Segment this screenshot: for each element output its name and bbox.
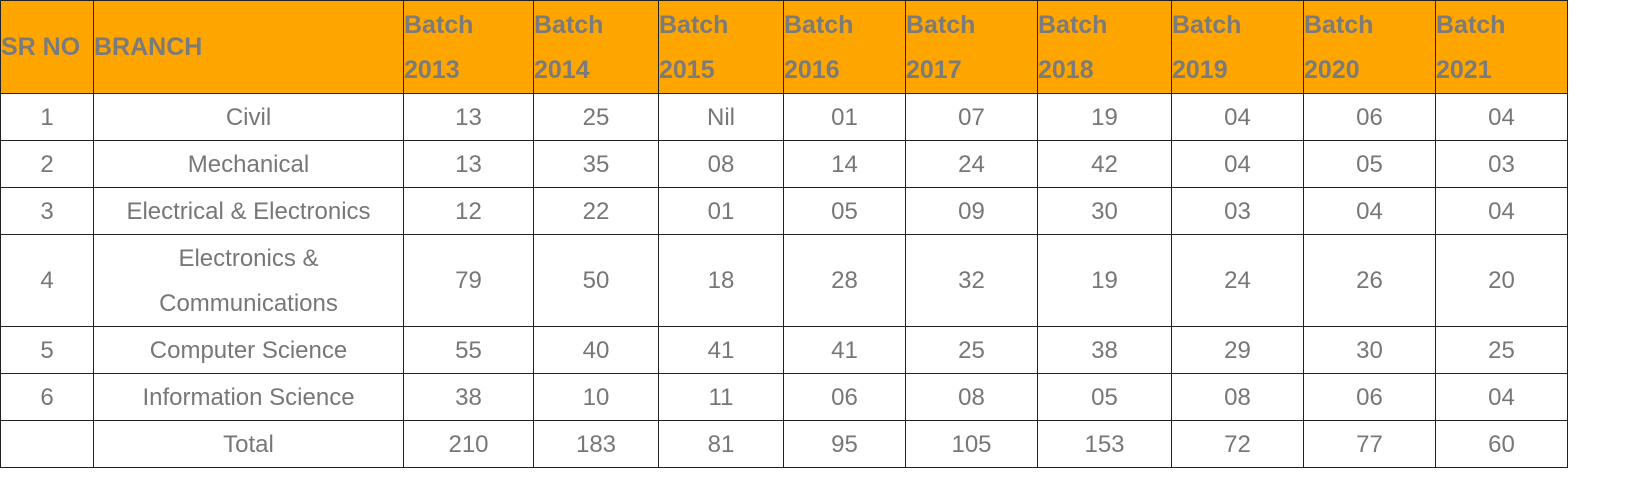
table-row: 3 Electrical & Electronics 12 22 01 05 0… <box>1 188 1568 235</box>
sr-cell: 2 <box>1 141 94 188</box>
header-batch-2018: Batch 2018 <box>1038 1 1172 94</box>
value-cell: 08 <box>659 141 784 188</box>
header-batch-2019: Batch 2019 <box>1172 1 1304 94</box>
value-cell: 03 <box>1436 141 1568 188</box>
branch-cell: Computer Science <box>94 327 404 374</box>
value-cell: 04 <box>1172 141 1304 188</box>
total-row: Total 210 183 81 95 105 153 72 77 60 <box>1 421 1568 468</box>
value-cell: 18 <box>659 235 784 327</box>
value-cell: 38 <box>1038 327 1172 374</box>
sr-cell: 6 <box>1 374 94 421</box>
value-cell: 04 <box>1436 94 1568 141</box>
value-cell: 04 <box>1304 188 1436 235</box>
header-branch: BRANCH <box>94 1 404 94</box>
batch-branch-table: SR NO BRANCH Batch 2013 Batch 2014 Batch 20… <box>0 0 1568 468</box>
value-cell: 13 <box>404 94 534 141</box>
total-value-cell: 81 <box>659 421 784 468</box>
branch-cell: Mechanical <box>94 141 404 188</box>
value-cell: 28 <box>784 235 906 327</box>
total-value-cell: 60 <box>1436 421 1568 468</box>
header-batch-2015: Batch 2015 <box>659 1 784 94</box>
header-row: SR NO BRANCH Batch 2013 Batch 2014 Batch 20… <box>1 1 1568 94</box>
value-cell: 19 <box>1038 235 1172 327</box>
value-cell: 19 <box>1038 94 1172 141</box>
value-cell: 25 <box>534 94 659 141</box>
branch-cell: Electrical & Electronics <box>94 188 404 235</box>
table-row: 4 Electronics & Communications 79 50 18 … <box>1 235 1568 327</box>
value-cell: Nil <box>659 94 784 141</box>
value-cell: 05 <box>1038 374 1172 421</box>
value-cell: 24 <box>906 141 1038 188</box>
value-cell: 13 <box>404 141 534 188</box>
value-cell: 04 <box>1172 94 1304 141</box>
value-cell: 10 <box>534 374 659 421</box>
value-cell: 42 <box>1038 141 1172 188</box>
header-batch-2021: Batch 2021 <box>1436 1 1568 94</box>
value-cell: 14 <box>784 141 906 188</box>
branch-cell: Information Science <box>94 374 404 421</box>
value-cell: 01 <box>784 94 906 141</box>
header-batch-2020: Batch 2020 <box>1304 1 1436 94</box>
value-cell: 25 <box>906 327 1038 374</box>
placement-table-container: SR NO BRANCH Batch 2013 Batch 2014 Batch 20… <box>0 0 1567 462</box>
value-cell: 05 <box>1304 141 1436 188</box>
table-row: 5 Computer Science 55 40 41 41 25 38 29 … <box>1 327 1568 374</box>
table-row: 1 Civil 13 25 Nil 01 07 19 04 06 04 <box>1 94 1568 141</box>
value-cell: 06 <box>1304 374 1436 421</box>
value-cell: 29 <box>1172 327 1304 374</box>
value-cell: 35 <box>534 141 659 188</box>
total-value-cell: 77 <box>1304 421 1436 468</box>
value-cell: 04 <box>1436 374 1568 421</box>
value-cell: 30 <box>1304 327 1436 374</box>
value-cell: 08 <box>1172 374 1304 421</box>
value-cell: 05 <box>784 188 906 235</box>
table-row: 2 Mechanical 13 35 08 14 24 42 04 05 03 <box>1 141 1568 188</box>
value-cell: 08 <box>906 374 1038 421</box>
value-cell: 24 <box>1172 235 1304 327</box>
value-cell: 25 <box>1436 327 1568 374</box>
header-batch-2014: Batch 2014 <box>534 1 659 94</box>
value-cell: 04 <box>1436 188 1568 235</box>
value-cell: 06 <box>1304 94 1436 141</box>
sr-cell: 3 <box>1 188 94 235</box>
header-sr-no: SR NO <box>1 1 94 94</box>
value-cell: 07 <box>906 94 1038 141</box>
value-cell: 12 <box>404 188 534 235</box>
value-cell: 06 <box>784 374 906 421</box>
total-value-cell: 210 <box>404 421 534 468</box>
value-cell: 40 <box>534 327 659 374</box>
value-cell: 11 <box>659 374 784 421</box>
value-cell: 79 <box>404 235 534 327</box>
header-batch-2013: Batch 2013 <box>404 1 534 94</box>
value-cell: 22 <box>534 188 659 235</box>
total-value-cell: 183 <box>534 421 659 468</box>
sr-cell-empty <box>1 421 94 468</box>
sr-cell: 1 <box>1 94 94 141</box>
value-cell: 01 <box>659 188 784 235</box>
total-label: Total <box>94 421 404 468</box>
value-cell: 32 <box>906 235 1038 327</box>
total-value-cell: 105 <box>906 421 1038 468</box>
table-row: 6 Information Science 38 10 11 06 08 05 … <box>1 374 1568 421</box>
branch-cell: Civil <box>94 94 404 141</box>
branch-cell: Electronics & Communications <box>94 235 404 327</box>
value-cell: 41 <box>784 327 906 374</box>
header-batch-2017: Batch 2017 <box>906 1 1038 94</box>
sr-cell: 5 <box>1 327 94 374</box>
total-value-cell: 95 <box>784 421 906 468</box>
value-cell: 41 <box>659 327 784 374</box>
value-cell: 03 <box>1172 188 1304 235</box>
value-cell: 30 <box>1038 188 1172 235</box>
total-value-cell: 153 <box>1038 421 1172 468</box>
value-cell: 09 <box>906 188 1038 235</box>
value-cell: 55 <box>404 327 534 374</box>
value-cell: 50 <box>534 235 659 327</box>
value-cell: 20 <box>1436 235 1568 327</box>
value-cell: 26 <box>1304 235 1436 327</box>
header-batch-2016: Batch 2016 <box>784 1 906 94</box>
total-value-cell: 72 <box>1172 421 1304 468</box>
sr-cell: 4 <box>1 235 94 327</box>
value-cell: 38 <box>404 374 534 421</box>
